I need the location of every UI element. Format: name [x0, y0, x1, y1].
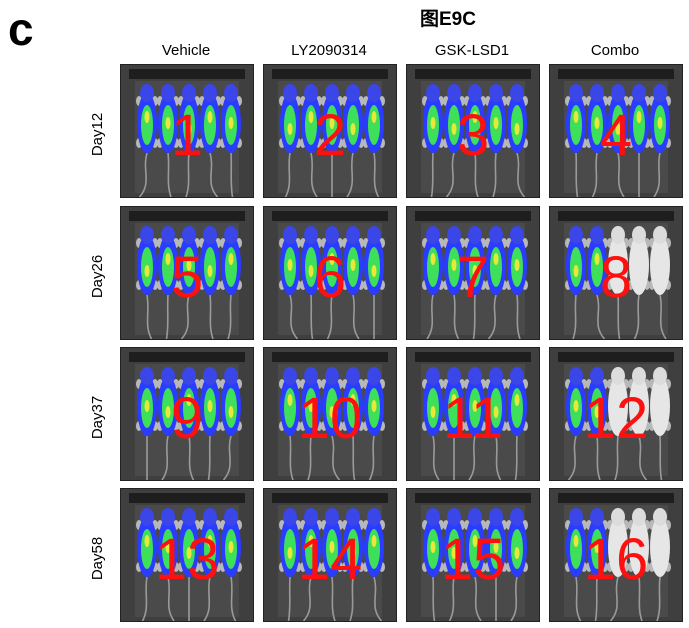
imaging-tile: 5 — [120, 206, 254, 340]
mouse-image — [558, 69, 674, 197]
imaging-tile: 1 — [120, 64, 254, 198]
mouse-image — [129, 211, 245, 339]
group-number: 5 — [170, 245, 204, 310]
imaging-tile: 12 — [549, 347, 683, 481]
mouse-image — [415, 493, 531, 621]
mouse-image — [415, 69, 531, 197]
group-number: 3 — [456, 103, 490, 168]
row-label: Day12 — [89, 112, 107, 156]
panel-letter: c — [8, 3, 34, 55]
row-label: Day58 — [89, 536, 107, 580]
mouse-image — [272, 211, 388, 339]
imaging-tile: 14 — [263, 488, 397, 622]
column-label: LY2090314 — [291, 42, 367, 59]
imaging-tile: 2 — [263, 64, 397, 198]
imaging-tile: 16 — [549, 488, 683, 622]
imaging-tile: 8 — [549, 206, 683, 340]
group-number: 16 — [583, 527, 649, 592]
imaging-tile: 11 — [406, 347, 540, 481]
group-number: 8 — [599, 245, 633, 310]
column-label: Vehicle — [161, 42, 211, 59]
group-number: 4 — [599, 103, 633, 168]
imaging-tile: 13 — [120, 488, 254, 622]
row-label: Day37 — [89, 395, 107, 439]
imaging-tile: 9 — [120, 347, 254, 481]
group-number: 15 — [440, 527, 506, 592]
imaging-tile: 3 — [406, 64, 540, 198]
mouse-image — [272, 352, 388, 480]
group-number: 12 — [583, 386, 649, 451]
mouse-image — [558, 352, 674, 480]
mouse-image — [129, 352, 245, 480]
row-label: Day26 — [89, 254, 107, 298]
imaging-tile: 15 — [406, 488, 540, 622]
group-number: 13 — [154, 527, 220, 592]
figure-title: 图E9C — [420, 9, 476, 30]
mouse-image — [129, 493, 245, 621]
group-number: 6 — [313, 245, 347, 310]
column-label: Combo — [590, 42, 640, 59]
imaging-tile: 4 — [549, 64, 683, 198]
group-number: 7 — [456, 245, 490, 310]
group-number: 10 — [297, 386, 363, 451]
mouse-image — [129, 69, 245, 197]
mouse-image — [415, 352, 531, 480]
group-number: 9 — [170, 386, 204, 451]
imaging-tile: 10 — [263, 347, 397, 481]
group-number: 14 — [297, 527, 363, 592]
imaging-tile: 6 — [263, 206, 397, 340]
column-label: GSK-LSD1 — [434, 42, 510, 59]
group-number: 2 — [313, 103, 347, 168]
mouse-image — [558, 211, 674, 339]
group-number: 11 — [442, 386, 504, 451]
mouse-image — [272, 69, 388, 197]
imaging-tile: 7 — [406, 206, 540, 340]
group-number: 1 — [170, 103, 204, 168]
mouse-image — [558, 493, 674, 621]
mouse-image — [272, 493, 388, 621]
mouse-image — [415, 211, 531, 339]
